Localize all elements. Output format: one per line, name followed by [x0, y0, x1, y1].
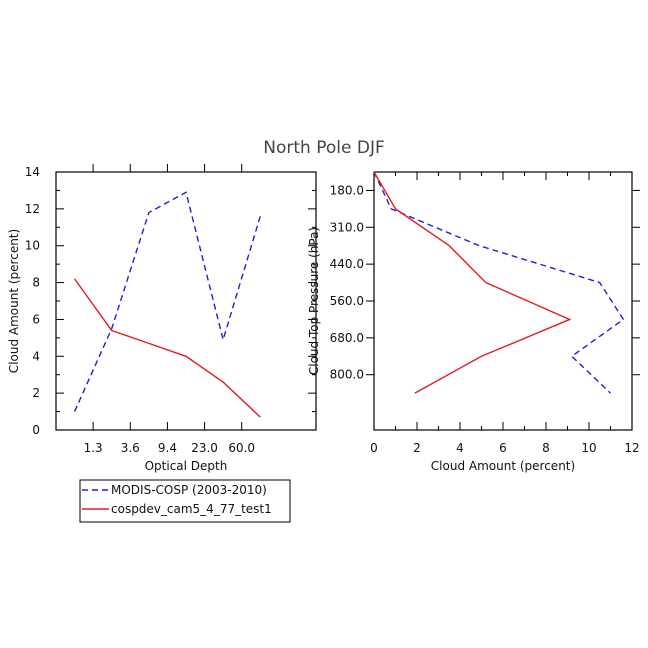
legend: MODIS-COSP (2003-2010) cospdev_cam5_4_77… — [79, 479, 291, 523]
right-x-tick-label: 0 — [370, 441, 378, 455]
left-x-tick-label: 1.3 — [84, 441, 103, 455]
right-x-tick-label: 4 — [456, 441, 464, 455]
legend-label-model: cospdev_cam5_4_77_test1 — [111, 502, 272, 516]
right-y-tick-label: 310.0 — [330, 220, 364, 234]
right-y-tick-label: 440.0 — [330, 257, 364, 271]
left-y-tick-label: 0 — [32, 423, 40, 437]
right-series-modis-line — [373, 171, 625, 394]
figure-title: North Pole DJF — [263, 138, 384, 158]
right-x-tick-label: 12 — [624, 441, 639, 455]
right-y-tick-label: 180.0 — [330, 183, 364, 197]
right-series-model-line — [373, 171, 572, 394]
left-x-axis-title: Optical Depth — [145, 459, 228, 473]
right-x-tick-label: 10 — [581, 441, 596, 455]
left-series-modis-line — [73, 191, 261, 412]
left-y-tick-label: 8 — [32, 276, 40, 290]
right-x-tick-label: 8 — [542, 441, 550, 455]
left-x-tick-label: 3.6 — [121, 441, 140, 455]
optical-depth-panel: 1.3 3.6 9.4 23.0 60.0 0 2 4 6 8 10 12 14 Optical Dept… — [7, 164, 317, 473]
right-x-tick-label: 2 — [413, 441, 421, 455]
left-y-axis-title: Cloud Amount (percent) — [7, 229, 21, 373]
right-x-axis-title: Cloud Amount (percent) — [431, 459, 575, 473]
right-plot-frame — [373, 171, 633, 431]
legend-label-modis: MODIS-COSP (2003-2010) — [111, 483, 267, 497]
right-y-tick-label: 560.0 — [330, 294, 364, 308]
left-series-model-line — [74, 278, 261, 418]
right-y-tick-label: 680.0 — [330, 331, 364, 345]
left-y-tick-label: 2 — [32, 386, 40, 400]
cloud-top-pressure-panel: 0 2 4 6 8 10 12 180.0 310.0 440.0 560.0 680.0 800.0 C… — [307, 171, 640, 473]
left-y-tick-label: 14 — [25, 165, 40, 179]
left-y-tick-label: 10 — [25, 239, 40, 253]
right-x-tick-label: 6 — [499, 441, 507, 455]
left-plot-frame — [55, 171, 317, 431]
right-y-tick-label: 800.0 — [330, 368, 364, 382]
left-x-tick-label: 23.0 — [191, 441, 218, 455]
left-x-tick-label: 60.0 — [228, 441, 255, 455]
left-y-tick-label: 6 — [32, 312, 40, 326]
left-y-tick-label: 4 — [32, 349, 40, 363]
left-y-tick-label: 12 — [25, 202, 40, 216]
legend-box — [79, 479, 291, 523]
right-y-axis-title: Cloud Top Pressure (hPa) — [307, 227, 321, 375]
left-x-tick-label: 9.4 — [158, 441, 177, 455]
